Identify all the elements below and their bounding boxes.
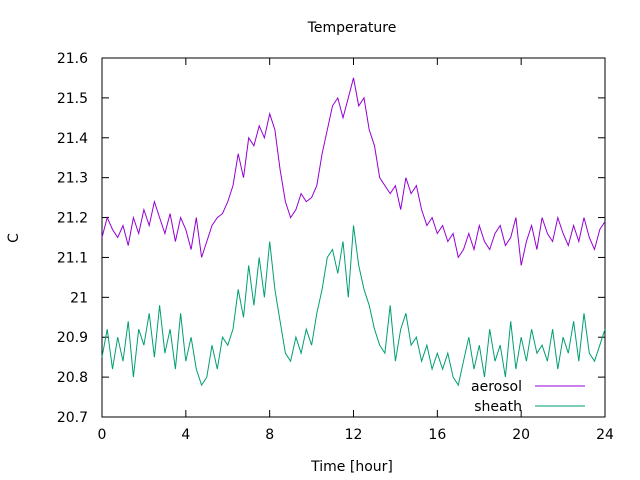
y-tick-label: 21.5 bbox=[57, 91, 88, 107]
y-tick-label: 21.1 bbox=[57, 250, 88, 266]
y-axis-label: C bbox=[6, 233, 22, 243]
x-tick-label: 24 bbox=[596, 427, 614, 443]
x-tick-label: 12 bbox=[345, 427, 363, 443]
x-tick-label: 4 bbox=[181, 427, 190, 443]
plot-frame bbox=[101, 57, 606, 418]
y-tick-label: 20.8 bbox=[57, 370, 88, 386]
y-tick-label: 21.4 bbox=[57, 131, 88, 147]
y-tick-label: 21.6 bbox=[57, 51, 88, 67]
y-tick-label: 21.2 bbox=[57, 211, 88, 227]
series-line-aerosol bbox=[101, 77, 606, 266]
y-tick-label: 21 bbox=[70, 290, 88, 306]
legend: aerosol sheath bbox=[471, 379, 585, 415]
x-tick-label: 8 bbox=[265, 427, 274, 443]
x-axis-label: Time [hour] bbox=[310, 459, 393, 475]
chart-title: Temperature bbox=[307, 20, 397, 36]
x-tick-label: 20 bbox=[512, 427, 530, 443]
x-tick-label: 0 bbox=[98, 427, 107, 443]
legend-label-sheath: sheath bbox=[474, 399, 522, 415]
y-tick-label: 21.3 bbox=[57, 171, 88, 187]
axis-ticks bbox=[101, 57, 606, 418]
y-tick-label: 20.9 bbox=[57, 330, 88, 346]
axis-tick-labels: 0 4 8 12 16 20 24 20.7 20.8 20.9 21 21.1 21.2 21.3 21.… bbox=[57, 51, 614, 443]
series-lines bbox=[101, 77, 606, 387]
y-tick-label: 20.7 bbox=[57, 410, 88, 426]
x-tick-label: 16 bbox=[428, 427, 446, 443]
legend-label-aerosol: aerosol bbox=[471, 379, 522, 395]
series-line-sheath bbox=[101, 225, 606, 387]
